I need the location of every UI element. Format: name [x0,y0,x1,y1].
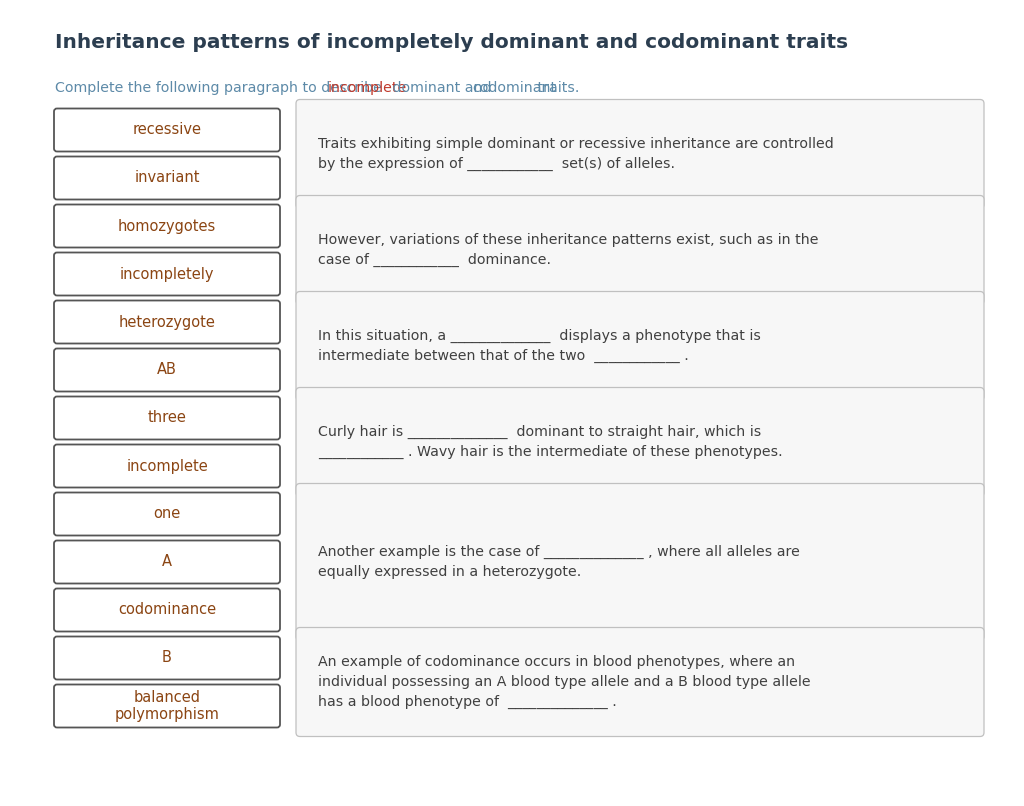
Text: In this situation, a ______________  displays a phenotype that is
intermediate b: In this situation, a ______________ disp… [318,329,761,364]
FancyBboxPatch shape [54,397,280,439]
Text: AB: AB [157,363,177,377]
Text: recessive: recessive [132,123,202,138]
Text: incomplete: incomplete [328,81,407,95]
FancyBboxPatch shape [54,156,280,200]
Text: An example of codominance occurs in blood phenotypes, where an
individual posses: An example of codominance occurs in bloo… [318,655,811,709]
Text: Complete the following paragraph to describe: Complete the following paragraph to desc… [55,81,386,95]
Text: dominant and: dominant and [388,81,496,95]
Text: codominance: codominance [118,603,216,617]
Text: balanced
polymorphism: balanced polymorphism [115,690,219,722]
Text: However, variations of these inheritance patterns exist, such as in the
case of : However, variations of these inheritance… [318,233,818,267]
FancyBboxPatch shape [296,628,984,737]
Text: B: B [162,650,172,666]
FancyBboxPatch shape [54,109,280,152]
Text: A: A [162,555,172,570]
FancyBboxPatch shape [54,637,280,679]
Text: codominant: codominant [472,81,557,95]
Text: Curly hair is ______________  dominant to straight hair, which is
____________ .: Curly hair is ______________ dominant to… [318,425,782,459]
FancyBboxPatch shape [54,348,280,392]
Text: heterozygote: heterozygote [119,314,215,330]
FancyBboxPatch shape [296,388,984,496]
FancyBboxPatch shape [54,541,280,584]
Text: three: three [147,410,186,426]
FancyBboxPatch shape [54,444,280,488]
Text: incompletely: incompletely [120,267,214,281]
Text: Traits exhibiting simple dominant or recessive inheritance are controlled
by the: Traits exhibiting simple dominant or rec… [318,137,834,171]
FancyBboxPatch shape [296,292,984,401]
FancyBboxPatch shape [54,684,280,728]
FancyBboxPatch shape [54,588,280,631]
FancyBboxPatch shape [54,301,280,343]
FancyBboxPatch shape [54,205,280,247]
Text: incomplete: incomplete [126,459,208,473]
FancyBboxPatch shape [296,484,984,641]
Text: Inheritance patterns of incompletely dominant and codominant traits: Inheritance patterns of incompletely dom… [55,32,848,52]
Text: traits.: traits. [532,81,580,95]
Text: one: one [154,506,180,521]
FancyBboxPatch shape [54,252,280,296]
Text: invariant: invariant [134,171,200,185]
FancyBboxPatch shape [296,99,984,209]
FancyBboxPatch shape [54,492,280,535]
Text: homozygotes: homozygotes [118,218,216,234]
FancyBboxPatch shape [296,196,984,305]
Text: Another example is the case of ______________ , where all alleles are
equally ex: Another example is the case of _________… [318,545,800,579]
